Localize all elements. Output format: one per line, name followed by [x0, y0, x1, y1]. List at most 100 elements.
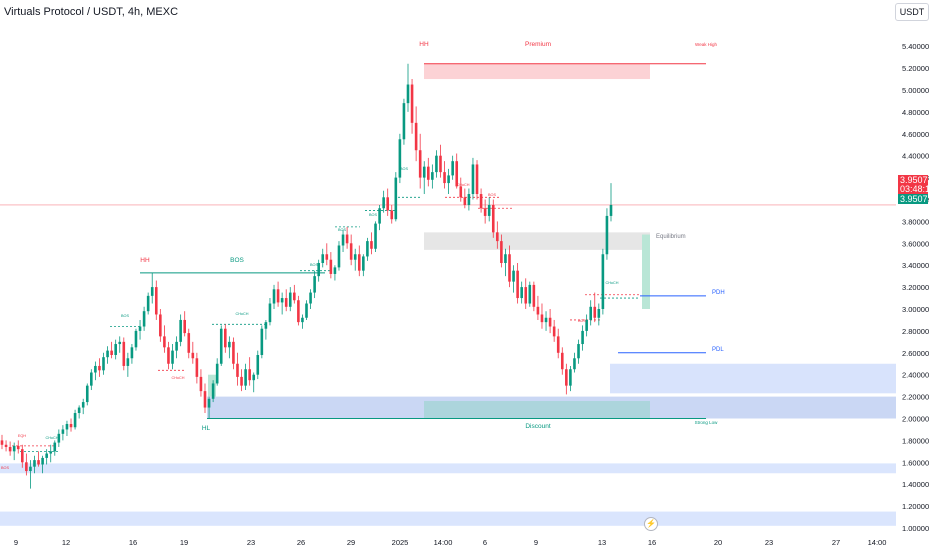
candle-body: [601, 254, 605, 309]
candle-body: [410, 84, 414, 123]
candle-body: [187, 333, 191, 353]
candle-body: [183, 319, 186, 334]
candle-body: [150, 287, 154, 296]
y-tick-label: 1.20000: [902, 502, 929, 511]
candle-body: [33, 460, 36, 467]
x-tick-label: 6: [483, 538, 487, 547]
candle-body: [378, 208, 381, 224]
candle-body: [475, 164, 479, 195]
last-price-value: 3.95073: [900, 175, 932, 185]
candle-body: [224, 328, 227, 348]
candle-body: [41, 457, 44, 465]
y-tick-label: 1.40000: [902, 480, 929, 489]
candle-body: [431, 172, 434, 180]
candle-body: [211, 383, 215, 399]
y-tick-label: 1.00000: [902, 524, 929, 533]
candle-body: [12, 445, 16, 452]
last-price-label: 3.95073 03:48:17: [898, 175, 932, 194]
candle-body: [487, 204, 491, 216]
candle-body: [609, 204, 613, 216]
candle-body: [455, 161, 459, 187]
y-tick-label: 3.60000: [902, 239, 929, 248]
lightning-icon[interactable]: ⚡: [644, 517, 658, 531]
candle-body: [382, 197, 385, 209]
candle-body: [406, 84, 410, 104]
structure-tag: BOS: [400, 167, 408, 171]
candle-body: [569, 369, 572, 386]
candle-body: [0, 440, 4, 445]
x-tick-label: 23: [247, 538, 255, 547]
candle-body: [4, 444, 8, 447]
candle-body: [329, 259, 333, 274]
weak-high-label: Weak High: [695, 42, 717, 47]
candle-body: [248, 369, 251, 381]
y-tick-label: 5.20000: [902, 64, 929, 73]
candle-body: [85, 385, 89, 403]
x-tick-label: 20: [714, 538, 722, 547]
structure-tag: BOS: [1, 466, 9, 470]
y-tick-label: 3.80000: [902, 217, 929, 226]
candle-body: [585, 319, 588, 331]
candle-body: [512, 270, 515, 282]
x-tick-label: 2025: [392, 538, 409, 547]
candle-body: [317, 263, 320, 277]
candle-body: [49, 451, 53, 454]
candle-body: [288, 292, 292, 307]
candle-body: [45, 453, 48, 458]
candle-body: [357, 254, 361, 271]
x-tick-label: 9: [14, 538, 18, 547]
candle-body: [25, 462, 28, 472]
y-tick-label: 2.80000: [902, 327, 929, 336]
candle-body: [560, 352, 564, 370]
y-tick-label: 3.00000: [902, 305, 929, 314]
discount-label: Discount: [525, 423, 550, 430]
candle-body: [167, 347, 170, 364]
candle-body: [443, 172, 446, 184]
candle-body: [142, 311, 146, 327]
candle-body: [500, 241, 503, 264]
y-tick-label: 3.40000: [902, 261, 929, 270]
candle-body: [552, 326, 556, 337]
hh-top-label: HH: [419, 41, 429, 48]
candle-body: [577, 344, 580, 359]
candle-body: [232, 341, 235, 364]
candle-body: [544, 317, 548, 323]
candle-body: [21, 449, 24, 463]
x-tick-label: 16: [129, 538, 137, 547]
candle-body: [260, 328, 264, 355]
candle-body: [179, 319, 182, 342]
y-tick-label: 2.60000: [902, 349, 929, 358]
candle-body: [427, 166, 430, 180]
x-tick-label: 27: [832, 538, 840, 547]
y-tick-label: 4.60000: [902, 130, 929, 139]
candle-body: [508, 254, 511, 282]
candle-body: [16, 445, 20, 450]
candle-body: [467, 194, 471, 205]
candle-body: [268, 303, 272, 323]
candle-body: [337, 245, 341, 268]
x-tick-label: 12: [62, 538, 70, 547]
candle-body: [154, 287, 158, 315]
structure-tag: CHoCH: [456, 183, 469, 187]
x-tick-label: 14:00: [434, 538, 453, 547]
candle-body: [284, 298, 288, 307]
pdl-label: PDL: [712, 347, 724, 353]
candle-body: [422, 166, 426, 178]
candle-body: [463, 197, 467, 205]
candle-body: [57, 433, 61, 443]
candle-body: [402, 103, 406, 140]
candle-body: [134, 330, 138, 348]
equilibrium-zone: [424, 232, 650, 250]
x-tick-label: 16: [648, 538, 656, 547]
candle-body: [37, 460, 40, 465]
candle-body: [536, 306, 540, 315]
candle-body: [280, 298, 284, 303]
candle-body: [374, 223, 377, 249]
candle-body: [276, 289, 280, 303]
candle-body: [293, 292, 296, 301]
currency-button[interactable]: USDT: [895, 3, 929, 21]
y-tick-label: 4.40000: [902, 152, 929, 161]
x-tick-label: 19: [180, 538, 188, 547]
candle-body: [90, 372, 93, 386]
